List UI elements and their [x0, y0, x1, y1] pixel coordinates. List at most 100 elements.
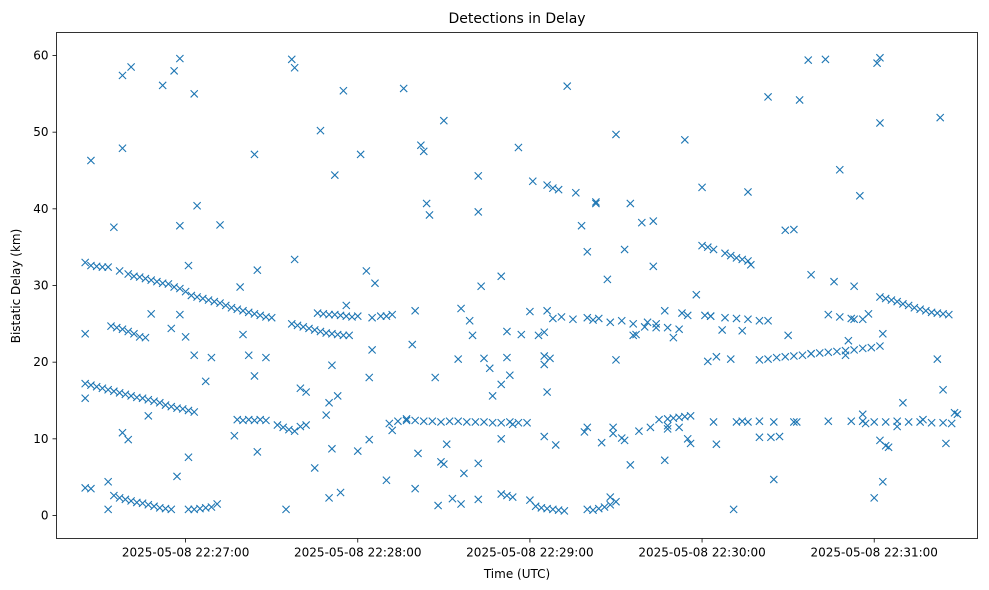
data-point: [121, 495, 130, 504]
data-point: [597, 438, 606, 447]
data-point: [181, 332, 190, 341]
data-point: [181, 287, 190, 296]
data-point: [284, 425, 293, 434]
data-point: [663, 424, 672, 433]
data-point: [104, 385, 113, 394]
data-point: [239, 306, 247, 315]
data-point: [442, 440, 451, 449]
data-point: [543, 181, 552, 190]
data-point: [858, 344, 867, 353]
data-point: [660, 306, 669, 315]
data-point: [743, 417, 752, 426]
data-point: [502, 491, 511, 500]
data-point: [941, 439, 950, 448]
data-point: [411, 484, 420, 493]
data-point: [322, 411, 331, 420]
data-point: [821, 55, 830, 64]
data-point: [316, 327, 325, 336]
plot-area: [56, 32, 978, 539]
data-point: [393, 417, 402, 426]
data-point: [795, 95, 804, 104]
data-point: [847, 314, 856, 323]
data-point: [244, 308, 253, 317]
data-point: [514, 143, 523, 152]
data-point: [887, 296, 896, 305]
data-point: [606, 493, 615, 502]
data-point: [109, 387, 118, 396]
data-point: [411, 306, 420, 315]
data-point: [841, 351, 850, 360]
data-point: [743, 187, 752, 196]
data-point: [98, 384, 107, 393]
data-point: [502, 327, 511, 336]
data-point: [726, 251, 735, 260]
data-point: [807, 349, 816, 358]
data-point: [738, 255, 747, 264]
data-point: [325, 493, 334, 502]
data-point: [345, 331, 354, 340]
data-point: [804, 56, 813, 65]
data-point: [775, 432, 784, 441]
data-point: [144, 395, 153, 404]
data-point: [261, 353, 270, 362]
data-point: [227, 303, 236, 312]
data-point: [497, 272, 506, 281]
data-point: [878, 477, 887, 486]
data-point: [236, 283, 245, 292]
data-point: [726, 355, 735, 364]
data-point: [239, 330, 247, 339]
data-point: [835, 165, 844, 174]
data-point: [115, 493, 124, 502]
data-point: [152, 277, 161, 286]
data-point: [755, 355, 764, 364]
data-point: [683, 434, 692, 443]
data-point: [677, 309, 686, 318]
data-point: [485, 364, 494, 373]
data-point: [815, 348, 824, 357]
data-point: [138, 394, 147, 403]
data-point: [408, 340, 417, 349]
data-point: [81, 394, 90, 403]
data-point: [594, 314, 603, 323]
data-point: [471, 417, 480, 426]
data-point: [115, 388, 124, 397]
data-point: [517, 330, 526, 339]
data-point: [287, 55, 296, 64]
data-point: [577, 221, 586, 230]
data-point: [175, 54, 184, 63]
data-point: [135, 273, 144, 282]
data-point: [365, 373, 374, 382]
data-point: [743, 315, 752, 324]
data-point: [414, 449, 423, 458]
y-tick-label: 50: [33, 125, 48, 139]
data-point: [431, 373, 440, 382]
data-point: [652, 323, 661, 332]
data-point: [508, 493, 517, 502]
data-point: [798, 351, 807, 360]
data-point: [881, 294, 890, 303]
data-point: [609, 423, 618, 432]
data-point: [86, 381, 95, 390]
data-point: [293, 321, 302, 330]
data-point: [686, 411, 695, 420]
data-point: [304, 324, 313, 333]
data-point: [250, 150, 259, 159]
data-point: [336, 488, 345, 497]
data-point: [167, 505, 176, 514]
data-point: [115, 266, 124, 275]
data-point: [439, 460, 448, 469]
data-point: [118, 144, 127, 153]
data-point: [698, 241, 707, 250]
data-point: [606, 318, 615, 327]
data-point: [104, 263, 113, 272]
data-point: [436, 417, 445, 426]
data-point: [589, 506, 598, 515]
data-point: [385, 419, 394, 428]
data-point: [342, 301, 351, 310]
data-point: [141, 274, 150, 283]
data-point: [609, 429, 618, 438]
data-point: [333, 391, 342, 400]
data-point: [497, 434, 506, 443]
data-point: [698, 183, 707, 192]
data-point: [170, 66, 179, 75]
